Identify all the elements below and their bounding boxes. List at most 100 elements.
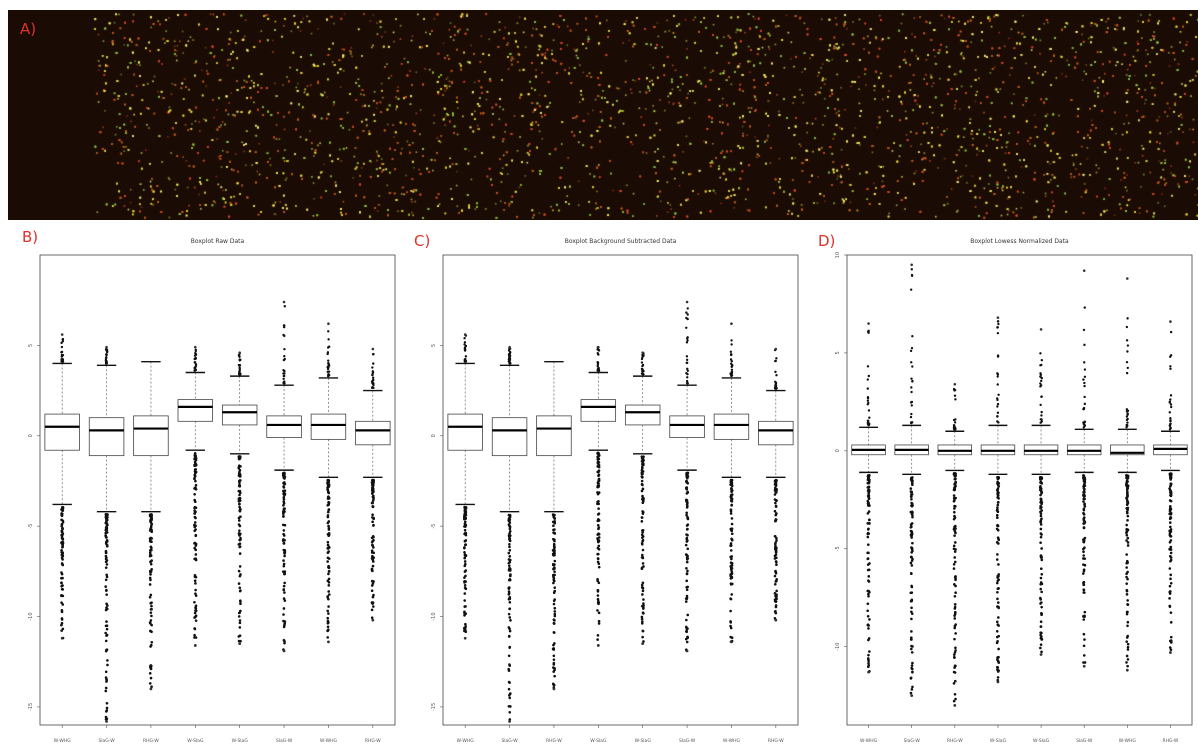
- outlier-point: [463, 592, 467, 595]
- outlier-point: [1039, 523, 1043, 526]
- outlier-point: [464, 510, 467, 514]
- box-1: [894, 263, 929, 698]
- outlier-point: [952, 517, 956, 521]
- outlier-point: [685, 585, 688, 589]
- box-iqr: [1110, 444, 1145, 456]
- outliers-low: [684, 471, 690, 653]
- outlier-point: [1083, 361, 1086, 364]
- outlier-point: [1126, 344, 1130, 347]
- outlier-point: [1168, 529, 1172, 533]
- outliers-high: [996, 316, 1000, 424]
- outlier-point: [597, 499, 600, 503]
- outlier-point: [238, 358, 241, 361]
- outlier-point: [326, 514, 330, 517]
- outlier-point: [866, 563, 870, 566]
- outlier-point: [910, 421, 913, 425]
- outlier-point: [597, 465, 601, 469]
- outlier-point: [867, 653, 870, 657]
- outlier-point: [508, 634, 511, 638]
- outlier-point: [105, 345, 108, 349]
- outlier-point: [193, 512, 196, 515]
- outlier-point: [911, 513, 914, 517]
- outlier-point: [463, 627, 467, 631]
- outlier-point: [866, 623, 870, 627]
- outlier-point: [1169, 635, 1173, 639]
- outlier-point: [326, 595, 329, 599]
- outlier-point: [1126, 658, 1130, 661]
- outlier-point: [553, 559, 557, 563]
- outlier-point: [996, 503, 1000, 507]
- y-tick-label: 5: [835, 351, 841, 354]
- outlier-point: [60, 636, 64, 640]
- outlier-point: [1125, 529, 1129, 532]
- outlier-point: [508, 600, 512, 604]
- outlier-point: [149, 560, 153, 563]
- outlier-point: [910, 630, 913, 633]
- outlier-point: [641, 548, 645, 552]
- x-tick-label: W-SlaG: [635, 738, 652, 744]
- outlier-point: [238, 475, 242, 478]
- outlier-point: [105, 588, 108, 592]
- outlier-point: [996, 415, 999, 418]
- outlier-point: [282, 500, 286, 503]
- outlier-point: [507, 568, 511, 571]
- outlier-point: [954, 484, 957, 488]
- outlier-point: [105, 350, 109, 354]
- outlier-point: [866, 403, 869, 406]
- outlier-point: [1083, 343, 1086, 347]
- outlier-point: [1126, 514, 1130, 518]
- outlier-point: [953, 550, 957, 553]
- outlier-point: [282, 512, 285, 516]
- outlier-point: [327, 524, 330, 528]
- x-tick-label: W-SlaG: [1033, 738, 1050, 744]
- outlier-point: [105, 706, 109, 710]
- y-tick-label: -10: [431, 612, 437, 620]
- outlier-point: [1039, 481, 1043, 484]
- outlier-point: [1039, 372, 1042, 375]
- outlier-point: [508, 629, 512, 633]
- outlier-point: [1082, 563, 1085, 566]
- outlier-point: [954, 398, 957, 401]
- outlier-point: [1083, 557, 1087, 560]
- outlier-point: [953, 556, 957, 559]
- outlier-point: [597, 491, 601, 494]
- outlier-point: [867, 575, 871, 578]
- outlier-point: [282, 515, 285, 518]
- outlier-point: [597, 470, 600, 474]
- box-2: [536, 360, 572, 691]
- outlier-point: [730, 343, 733, 346]
- outliers-high: [326, 322, 331, 378]
- microarray-scan-image: [8, 10, 1198, 220]
- outlier-point: [953, 525, 956, 529]
- outlier-point: [194, 533, 198, 537]
- outlier-point: [1125, 325, 1129, 329]
- outlier-point: [730, 640, 733, 644]
- outlier-point: [641, 535, 645, 538]
- outlier-point: [952, 567, 956, 570]
- outlier-point: [193, 529, 196, 533]
- box-4: [1023, 328, 1059, 656]
- outlier-point: [597, 565, 601, 569]
- outlier-point: [238, 519, 241, 522]
- outlier-point: [552, 537, 555, 541]
- outlier-point: [686, 635, 689, 639]
- outlier-point: [640, 617, 644, 621]
- outlier-point: [1039, 504, 1042, 508]
- outlier-point: [1083, 402, 1087, 406]
- outlier-point: [640, 372, 644, 375]
- outlier-point: [866, 474, 870, 478]
- outlier-point: [105, 515, 108, 518]
- outlier-point: [104, 608, 108, 612]
- outlier-point: [1039, 514, 1043, 518]
- outlier-point: [641, 370, 644, 373]
- outlier-point: [773, 509, 777, 513]
- outlier-point: [866, 489, 870, 493]
- outlier-point: [641, 642, 645, 646]
- outlier-point: [1169, 403, 1173, 406]
- outlier-point: [150, 623, 153, 627]
- outlier-point: [105, 593, 108, 596]
- outlier-point: [104, 631, 107, 635]
- outlier-point: [729, 483, 732, 486]
- outlier-point: [464, 355, 468, 358]
- outliers-low: [1168, 472, 1173, 654]
